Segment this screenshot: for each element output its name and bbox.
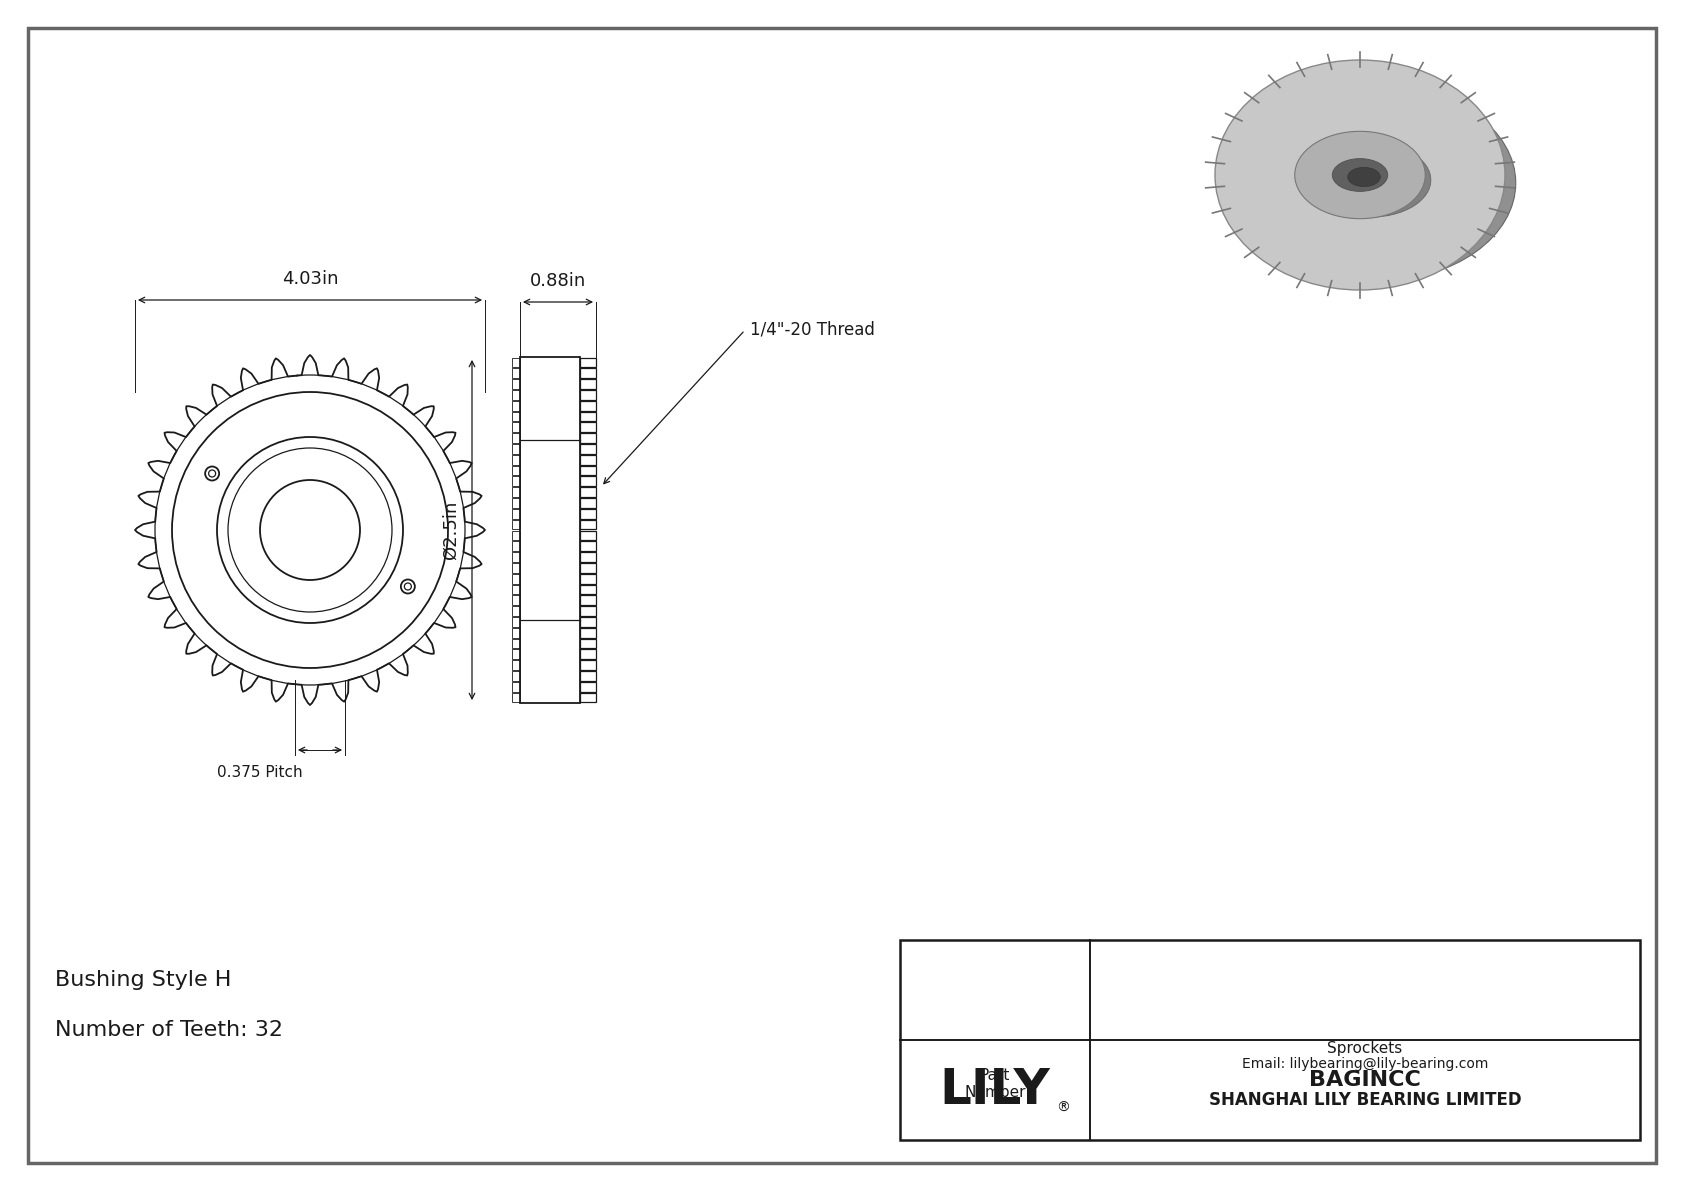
Bar <box>579 585 596 594</box>
Text: 4.03in: 4.03in <box>281 270 338 288</box>
Bar <box>512 389 520 400</box>
Ellipse shape <box>1295 131 1425 219</box>
Bar <box>579 660 596 671</box>
Text: SHANGHAI LILY BEARING LIMITED: SHANGHAI LILY BEARING LIMITED <box>1209 1091 1521 1109</box>
Bar <box>512 574 520 584</box>
Bar <box>512 487 520 497</box>
Bar <box>512 671 520 681</box>
Text: Bushing Style H: Bushing Style H <box>56 969 231 990</box>
Bar <box>512 585 520 594</box>
Text: Number of Teeth: 32: Number of Teeth: 32 <box>56 1019 283 1040</box>
Bar <box>512 530 520 541</box>
Bar <box>512 693 520 703</box>
Bar <box>579 671 596 681</box>
Bar <box>512 434 520 443</box>
Bar <box>579 412 596 422</box>
Bar <box>579 553 596 562</box>
Bar <box>512 357 520 367</box>
Bar <box>512 379 520 389</box>
Bar <box>579 357 596 367</box>
Bar <box>512 563 520 573</box>
Bar <box>512 617 520 626</box>
Bar <box>579 368 596 378</box>
Bar <box>512 444 520 454</box>
Bar <box>579 519 596 530</box>
Bar <box>899 940 1640 1140</box>
Bar <box>579 563 596 573</box>
Text: 0.88in: 0.88in <box>530 272 586 289</box>
Bar <box>579 596 596 605</box>
Bar <box>512 638 520 648</box>
Text: 0.375 Pitch: 0.375 Pitch <box>217 765 303 780</box>
Text: LILY: LILY <box>940 1066 1051 1114</box>
Bar <box>512 476 520 486</box>
Ellipse shape <box>1310 143 1431 217</box>
Bar <box>579 638 596 648</box>
Text: ®: ® <box>1056 1100 1069 1115</box>
Bar <box>579 434 596 443</box>
Text: Sprockets: Sprockets <box>1327 1041 1403 1055</box>
Bar <box>579 693 596 703</box>
Text: BAGINCC: BAGINCC <box>1308 1070 1421 1090</box>
Bar <box>512 498 520 507</box>
Ellipse shape <box>1239 86 1516 281</box>
Bar <box>512 466 520 475</box>
Bar <box>512 682 520 692</box>
Bar <box>579 606 596 616</box>
Bar <box>579 628 596 637</box>
Bar <box>579 509 596 518</box>
Bar <box>512 660 520 671</box>
Bar <box>512 401 520 411</box>
Ellipse shape <box>1347 168 1381 187</box>
Bar <box>579 379 596 389</box>
Bar <box>512 606 520 616</box>
Text: Part
Number: Part Number <box>965 1068 1026 1100</box>
Bar <box>579 444 596 454</box>
Bar <box>579 542 596 551</box>
Bar <box>579 476 596 486</box>
Bar <box>512 553 520 562</box>
Bar <box>579 423 596 432</box>
Bar <box>512 509 520 518</box>
Bar <box>512 455 520 464</box>
Bar <box>512 542 520 551</box>
Bar <box>512 628 520 637</box>
Bar <box>520 357 579 703</box>
Bar <box>579 487 596 497</box>
Bar <box>512 368 520 378</box>
Bar <box>579 389 596 400</box>
Bar <box>512 423 520 432</box>
Bar <box>579 682 596 692</box>
Bar <box>579 574 596 584</box>
Ellipse shape <box>1332 158 1388 192</box>
Bar <box>512 596 520 605</box>
Bar <box>512 519 520 530</box>
Bar <box>512 412 520 422</box>
Text: 1/4"-20 Thread: 1/4"-20 Thread <box>749 322 876 339</box>
Bar <box>579 466 596 475</box>
Text: Email: lilybearing@lily-bearing.com: Email: lilybearing@lily-bearing.com <box>1241 1056 1489 1071</box>
Bar <box>579 455 596 464</box>
Bar <box>512 649 520 659</box>
Bar <box>579 617 596 626</box>
Bar <box>579 649 596 659</box>
Bar <box>579 530 596 541</box>
Text: Ø2.5in: Ø2.5in <box>441 500 460 560</box>
Bar <box>579 498 596 507</box>
Bar <box>579 401 596 411</box>
Ellipse shape <box>1214 60 1505 289</box>
